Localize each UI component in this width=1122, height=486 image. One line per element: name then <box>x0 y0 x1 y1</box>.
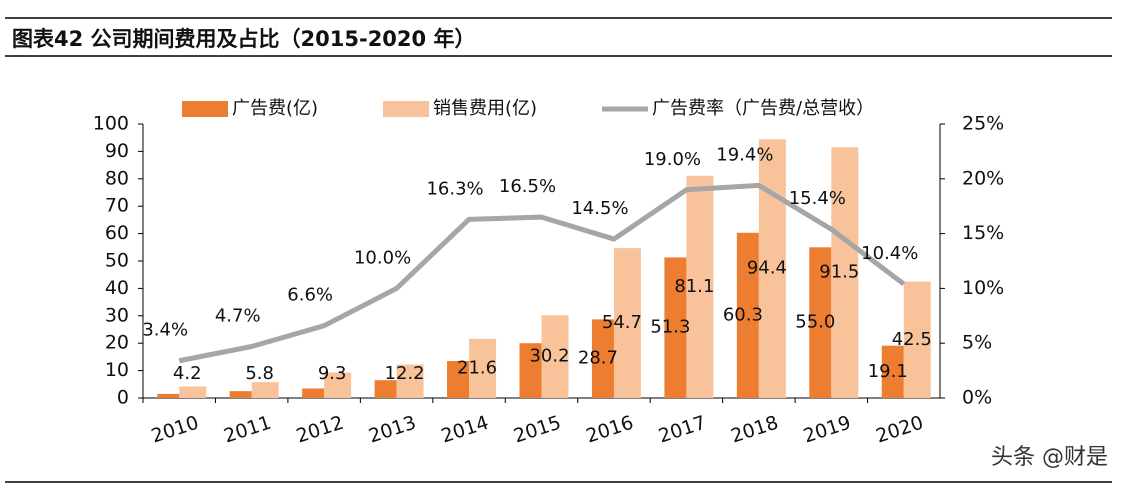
y2-tick-label: 20% <box>962 167 1004 189</box>
y2-tick-label: 5% <box>962 332 992 354</box>
y2-tick-label: 15% <box>962 222 1004 244</box>
bar-label: 4.2 <box>173 363 202 384</box>
y-tick-label: 70 <box>105 195 129 217</box>
y-tick-label: 100 <box>93 113 129 135</box>
y-tick-label: 40 <box>105 277 129 299</box>
y2-tick-label: 25% <box>962 113 1004 135</box>
y-tick-label: 60 <box>105 222 129 244</box>
legend-label: 广告费(亿) <box>232 98 318 119</box>
rate-label: 16.3% <box>426 178 483 199</box>
x-tick-label: 2018 <box>728 412 781 448</box>
bar <box>179 386 207 398</box>
bar-label: 30.2 <box>529 346 569 367</box>
bar-label: 28.7 <box>578 348 618 369</box>
x-tick-label: 2019 <box>801 412 854 448</box>
bar <box>251 382 279 398</box>
rate-label: 16.5% <box>499 176 556 197</box>
bar <box>881 345 904 398</box>
bar-label: 12.2 <box>385 363 425 384</box>
bar <box>903 281 931 398</box>
rate-label: 10.0% <box>354 247 411 268</box>
x-tick-label: 2014 <box>438 412 491 448</box>
bar <box>831 147 859 398</box>
x-tick-label: 2010 <box>149 412 202 448</box>
y-tick-label: 10 <box>105 359 129 381</box>
y2-tick-label: 0% <box>962 387 992 409</box>
rate-label: 6.6% <box>287 285 333 306</box>
y-tick-label: 50 <box>105 250 129 272</box>
y-tick-label: 90 <box>105 140 129 162</box>
bar-label: 91.5 <box>819 262 859 283</box>
bar <box>686 175 714 398</box>
bar <box>758 139 786 398</box>
bar <box>664 257 687 398</box>
bar <box>396 364 424 398</box>
y-tick-label: 0 <box>117 387 129 409</box>
bar <box>736 232 759 398</box>
bar-label: 5.8 <box>245 363 274 384</box>
bar <box>302 388 325 398</box>
bar-label: 60.3 <box>723 304 763 325</box>
y-tick-label: 80 <box>105 167 129 189</box>
y-tick-label: 30 <box>105 304 129 326</box>
bar-label: 54.7 <box>602 312 642 333</box>
chart-title: 图表42 公司期间费用及占比（2015-2020 年） <box>12 27 475 51</box>
x-tick-label: 2015 <box>511 412 564 448</box>
x-tick-label: 2017 <box>656 412 709 448</box>
bar <box>591 319 614 398</box>
rate-label: 3.4% <box>142 320 188 341</box>
bar <box>519 343 542 398</box>
legend-label: 广告费率（广告费/总营收） <box>652 98 874 119</box>
x-tick-label: 2020 <box>873 412 926 448</box>
bar <box>541 315 569 398</box>
x-tick-label: 2012 <box>294 412 347 448</box>
legend-swatch <box>182 101 228 117</box>
bar-label: 9.3 <box>318 363 347 384</box>
rate-label: 4.7% <box>215 305 261 326</box>
bar <box>324 372 352 398</box>
rate-label: 15.4% <box>789 188 846 209</box>
y-tick-label: 20 <box>105 332 129 354</box>
bar-label: 51.3 <box>650 317 690 338</box>
bar <box>613 248 641 398</box>
bar-label: 94.4 <box>747 258 787 279</box>
rate-label: 10.4% <box>861 243 918 264</box>
x-tick-label: 2011 <box>221 412 274 448</box>
bar <box>447 361 470 398</box>
y2-tick-label: 10% <box>962 277 1004 299</box>
watermark: 头条 @财是 <box>991 445 1108 470</box>
bar <box>469 338 497 398</box>
bar-label: 19.1 <box>868 361 908 382</box>
bar-label: 81.1 <box>674 276 714 297</box>
bar-label: 55.0 <box>795 312 835 333</box>
x-tick-label: 2013 <box>366 412 419 448</box>
bar <box>809 247 832 398</box>
x-tick-label: 2016 <box>583 412 636 448</box>
bar <box>374 380 397 398</box>
legend-label: 销售费用(亿) <box>433 98 537 119</box>
rate-label: 14.5% <box>571 198 628 219</box>
bar <box>157 393 180 398</box>
bar-label: 42.5 <box>892 329 932 350</box>
rate-label: 19.0% <box>644 149 701 170</box>
legend-swatch <box>383 101 429 117</box>
rate-line <box>178 182 906 364</box>
bar-label: 21.6 <box>457 357 497 378</box>
bar <box>229 391 252 398</box>
rate-label: 19.4% <box>716 144 773 165</box>
